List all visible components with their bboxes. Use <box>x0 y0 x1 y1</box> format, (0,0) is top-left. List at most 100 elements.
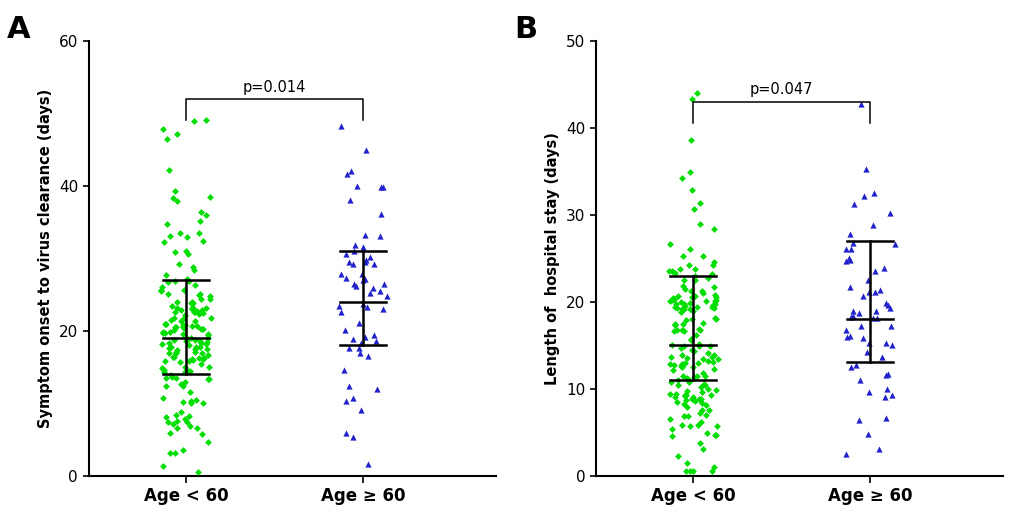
Point <box>691 326 707 334</box>
Point <box>182 396 199 405</box>
Point <box>160 278 176 287</box>
Point <box>666 393 683 401</box>
Point <box>705 224 721 233</box>
Point <box>157 320 173 328</box>
Point <box>666 319 683 328</box>
Point <box>162 449 178 457</box>
Point <box>186 348 203 357</box>
Point <box>192 343 208 351</box>
Point <box>858 348 874 357</box>
Point <box>192 337 208 346</box>
Point <box>177 378 194 386</box>
Point <box>177 247 194 255</box>
Point <box>877 339 894 347</box>
Point <box>665 361 682 369</box>
Point <box>668 292 685 300</box>
Point <box>694 354 710 363</box>
Point <box>886 240 902 248</box>
Point <box>174 323 191 331</box>
Point <box>177 363 194 372</box>
Point <box>161 343 177 352</box>
Point <box>848 361 864 370</box>
Point <box>184 303 201 312</box>
Point <box>693 387 709 396</box>
Point <box>165 420 181 428</box>
Point <box>675 281 691 290</box>
Point <box>165 325 181 334</box>
Point <box>667 300 684 308</box>
Point <box>864 313 880 322</box>
Point <box>340 258 357 266</box>
Point <box>860 339 876 347</box>
Point <box>187 336 204 345</box>
Point <box>703 353 719 361</box>
Point <box>344 260 361 269</box>
Point <box>362 253 378 261</box>
Point <box>675 342 691 350</box>
Point <box>159 135 175 144</box>
Point <box>166 277 182 286</box>
Point <box>357 258 373 266</box>
Point <box>172 408 189 416</box>
Point <box>348 182 365 191</box>
Point <box>187 343 204 351</box>
Point <box>168 298 184 306</box>
Point <box>664 294 681 302</box>
Point <box>358 146 374 155</box>
Point <box>153 286 169 294</box>
Point <box>182 399 199 408</box>
Point <box>867 306 883 315</box>
Point <box>841 254 857 263</box>
Point <box>664 327 681 335</box>
Point <box>379 292 395 300</box>
Point <box>178 337 195 345</box>
Point <box>199 345 215 353</box>
Point <box>374 305 390 313</box>
Point <box>841 230 857 238</box>
Point <box>664 366 681 374</box>
Point <box>675 300 691 308</box>
Point <box>671 265 687 274</box>
Point <box>185 117 202 125</box>
Point <box>162 328 178 336</box>
Point <box>675 252 691 260</box>
Point <box>342 167 359 175</box>
Point <box>877 414 894 422</box>
Point <box>179 250 196 258</box>
Point <box>175 321 192 329</box>
Point <box>706 297 722 305</box>
Point <box>171 358 187 366</box>
Point <box>359 303 375 311</box>
Point <box>682 336 698 344</box>
Point <box>663 267 680 275</box>
Point <box>705 462 721 471</box>
Point <box>158 412 174 421</box>
Point <box>351 345 367 353</box>
Point <box>681 467 697 476</box>
Point <box>857 164 873 173</box>
Point <box>346 247 363 255</box>
Point <box>175 382 192 390</box>
Point <box>345 280 362 289</box>
Point <box>167 374 183 382</box>
Point <box>346 241 363 250</box>
Point <box>841 332 857 340</box>
Point <box>681 377 697 385</box>
Point <box>663 296 680 304</box>
Point <box>842 362 858 371</box>
Point <box>358 256 374 264</box>
Point <box>190 468 206 476</box>
Point <box>876 299 893 307</box>
Point <box>678 402 694 411</box>
Point <box>662 353 679 361</box>
Point <box>194 349 210 358</box>
Point <box>174 329 191 338</box>
Point <box>189 424 205 433</box>
Point <box>186 317 203 325</box>
Point <box>839 333 855 341</box>
Point <box>200 375 216 383</box>
Point <box>373 210 389 219</box>
Point <box>679 386 695 395</box>
Point <box>707 293 723 301</box>
Point <box>181 367 198 375</box>
